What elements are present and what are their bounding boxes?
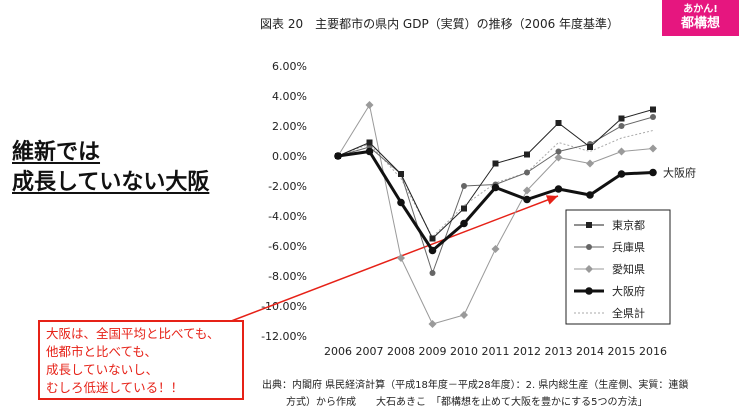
callout-line-2: 他都市と比べても、: [46, 344, 158, 359]
series-3: [334, 147, 657, 255]
data-point: [523, 195, 531, 204]
x-tick-label: 2014: [576, 345, 604, 358]
data-point: [649, 144, 657, 153]
data-point: [461, 183, 467, 189]
x-tick-label: 2012: [513, 345, 541, 358]
data-point: [491, 183, 500, 192]
data-point: [492, 160, 499, 167]
series-0: [335, 106, 656, 242]
y-tick-label: 2.00%: [272, 120, 307, 133]
data-point: [618, 115, 625, 122]
x-tick-label: 2007: [356, 345, 384, 358]
legend-marker: [585, 287, 593, 295]
data-point: [461, 205, 467, 212]
data-point: [524, 169, 530, 176]
legend-label: 東京都: [612, 218, 645, 232]
series-4: [337, 130, 654, 238]
data-point: [524, 151, 530, 158]
y-tick-label: -6.00%: [268, 240, 307, 253]
data-point: [428, 320, 437, 328]
series-layer: [334, 101, 657, 328]
y-tick-label: -8.00%: [268, 270, 307, 283]
x-tick-label: 2011: [482, 345, 510, 358]
y-tick-label: 6.00%: [272, 60, 307, 73]
data-point: [586, 191, 594, 199]
data-point: [491, 245, 500, 253]
logo-line1: あかん!: [683, 4, 718, 15]
x-tick-label: 2016: [639, 345, 667, 358]
legend-marker: [586, 244, 592, 250]
data-point: [397, 198, 405, 207]
y-tick-label: 4.00%: [272, 90, 307, 103]
data-point: [429, 270, 436, 276]
callout-arrow-line: [225, 195, 559, 324]
legend-marker: [585, 265, 593, 273]
y-tick-label: 0.00%: [272, 150, 307, 163]
headline-line2: 成長していない大阪: [12, 170, 210, 195]
source-note: 出典：内閣府 県民経済計算（平成18年度－平成28年度）：2. 県内総生産（生産…: [262, 377, 732, 411]
data-point: [649, 168, 657, 177]
y-tick-label: -2.00%: [268, 180, 307, 193]
data-point: [365, 101, 374, 109]
source-line-2: 方式）から作成 大石あきこ 「都構想を止めて大阪を豊かにする5つの方法」: [286, 397, 648, 408]
x-tick-label: 2013: [545, 345, 573, 358]
chart-title: 図表 20 主要都市の県内 GDP（実質）の推移（2006 年度基準）: [260, 16, 619, 31]
x-tick-label: 2006: [324, 345, 352, 358]
y-tick-label: -10.00%: [261, 300, 307, 313]
data-point: [555, 120, 562, 126]
data-point: [460, 311, 468, 319]
legend-marker: [586, 222, 592, 228]
legend-label: 大阪府: [612, 284, 645, 298]
y-axis: 6.00% 4.00% 2.00% 0.00% -2.00% -4.00% -6.00% -8…: [261, 60, 307, 343]
x-axis: 2006 2007 2008 2009 2010 2011 2012 2013 2014 2015…: [324, 345, 667, 358]
data-point: [460, 219, 468, 228]
data-point: [397, 254, 405, 262]
callout-line-4: むしろ低迷している！！: [46, 380, 184, 395]
series-line: [337, 130, 654, 238]
data-point: [586, 159, 594, 168]
y-tick-label: -12.00%: [261, 330, 307, 343]
data-point: [334, 152, 342, 160]
x-tick-label: 2015: [608, 345, 636, 358]
x-tick-label: 2008: [387, 345, 415, 358]
data-point: [554, 153, 563, 162]
legend-label: 愛知県: [612, 262, 645, 276]
logo-badge: あかん! 都構想: [662, 0, 739, 36]
x-tick-label: 2010: [450, 345, 478, 358]
data-point: [523, 186, 531, 195]
data-point: [555, 148, 562, 155]
logo-line2: 都構想: [680, 16, 720, 31]
callout-arrow-head: [545, 195, 558, 205]
data-point: [429, 235, 436, 242]
data-point: [366, 139, 373, 146]
data-point: [617, 147, 626, 156]
data-point: [617, 170, 626, 178]
data-point: [365, 147, 374, 156]
data-point: [650, 106, 656, 113]
callout-box: 大阪は、全国平均と比べても、 他都市と比べても、 成長していないし、 むしろ低迷…: [38, 320, 244, 400]
headline-line1: 維新では: [12, 140, 101, 165]
data-point: [587, 144, 593, 150]
data-point: [428, 246, 437, 255]
legend-box: [565, 209, 671, 325]
callout-arrow-layer: [225, 195, 559, 324]
data-point: [398, 171, 404, 177]
callout-line-1: 大阪は、全国平均と比べても、: [46, 326, 220, 341]
data-point: [618, 123, 625, 129]
osaka-end-label: 大阪府: [663, 166, 696, 180]
headline: 維新では 成長していない大阪: [12, 138, 242, 198]
data-point: [650, 114, 656, 120]
source-line-1: 出典：内閣府 県民経済計算（平成18年度－平成28年度）：2. 県内総生産（生産…: [262, 380, 689, 391]
legend-label: 全県計: [612, 306, 645, 320]
data-point: [554, 185, 563, 193]
callout-line-3: 成長していないし、: [46, 362, 159, 377]
legend-label: 兵庫県: [612, 240, 645, 254]
x-tick-label: 2009: [419, 345, 447, 358]
y-tick-label: -4.00%: [268, 210, 307, 223]
series-2: [334, 101, 657, 328]
